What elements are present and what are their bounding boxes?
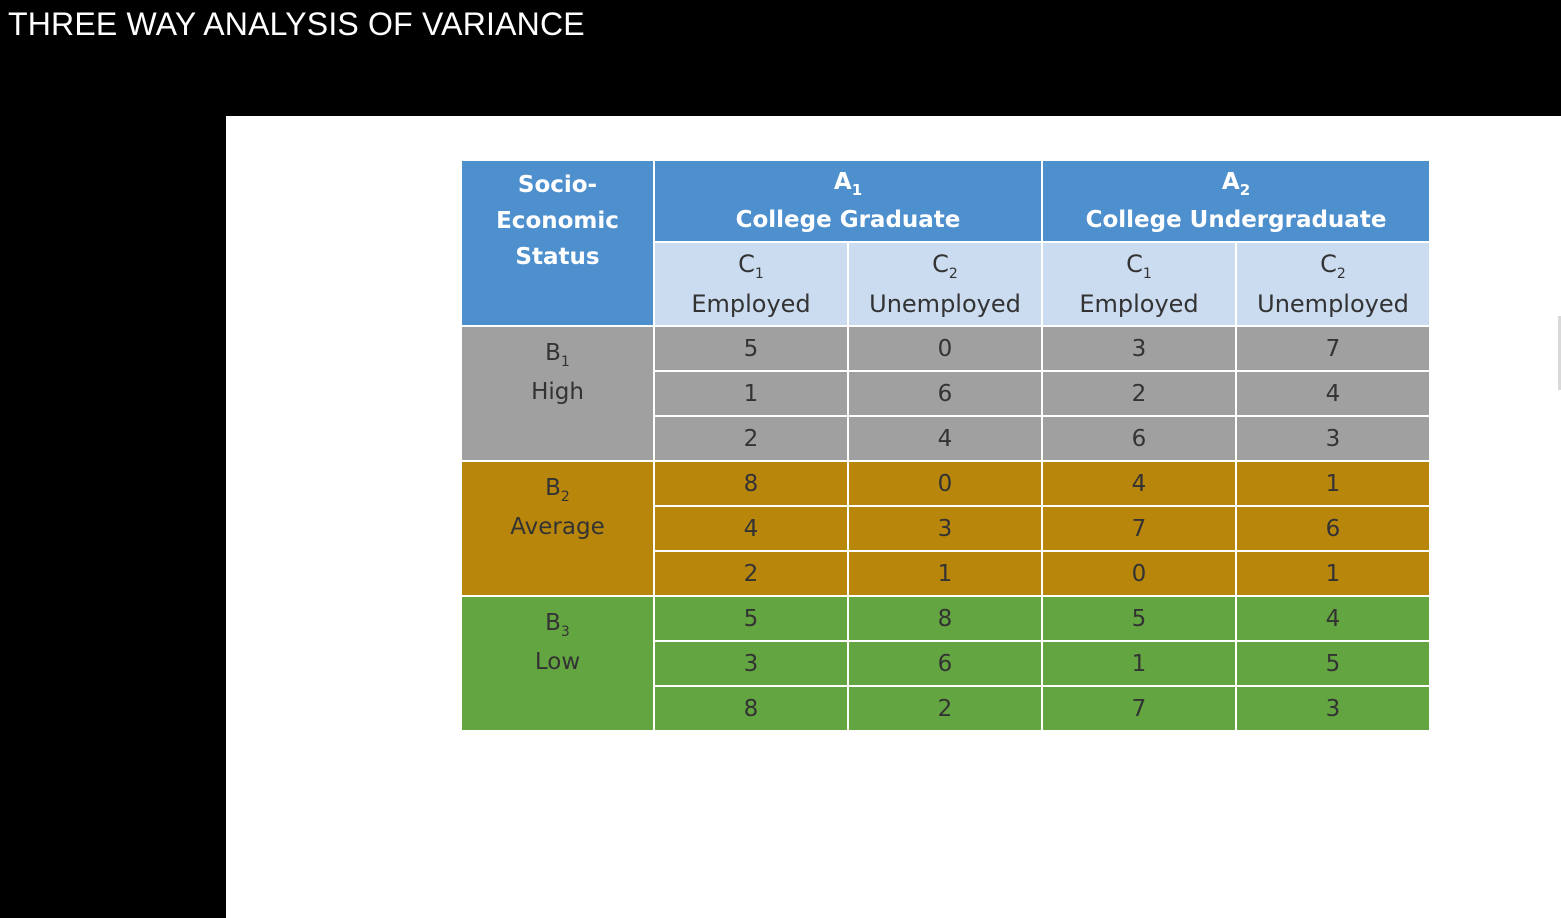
table-row: B2 Average 8 0 4 1 — [460, 460, 1431, 597]
group-b1-label: B1 High — [460, 325, 655, 462]
factor-code: C — [1126, 250, 1143, 278]
score-cell: 6 — [1235, 505, 1431, 552]
score-cell: 4 — [1041, 460, 1237, 507]
factor-subscript: 1 — [851, 181, 863, 199]
score-cell: 3 — [1041, 325, 1237, 372]
slide: Socio- Economic Status A1 College Gradua… — [226, 116, 1561, 918]
score-cell: 7 — [1235, 325, 1431, 372]
score-cell: 6 — [847, 370, 1043, 417]
socio-economic-status-header: Socio- Economic Status — [460, 159, 655, 327]
factor-label: Employed — [691, 290, 811, 318]
score-cell: 1 — [653, 370, 849, 417]
factor-c-header: C2 Unemployed — [847, 241, 1043, 327]
group-code: B — [545, 610, 561, 636]
score-cell: 0 — [847, 325, 1043, 372]
group-b3-label: B3 Low — [460, 595, 655, 732]
factor-c-header: C1 Employed — [1041, 241, 1237, 327]
factor-code: A — [833, 169, 852, 195]
factor-subscript: 1 — [1142, 266, 1152, 282]
table-row: 1 6 2 4 — [461, 370, 1431, 417]
factor-subscript: 2 — [948, 266, 958, 282]
table-row: 2 4 6 3 — [461, 415, 1431, 462]
score-cell: 8 — [653, 685, 849, 732]
score-cell: 2 — [847, 685, 1043, 732]
score-cell: 6 — [847, 640, 1043, 687]
factor-code: C — [1320, 250, 1337, 278]
factor-subscript: 2 — [1239, 181, 1251, 199]
score-cell: 5 — [1041, 595, 1237, 642]
score-cell: 7 — [1041, 505, 1237, 552]
score-cell: 1 — [1235, 460, 1431, 507]
table-row: 4 3 7 6 — [461, 505, 1431, 552]
factor-c-header: C2 Unemployed — [1235, 241, 1431, 327]
table-row: 2 1 0 1 — [461, 550, 1431, 597]
factor-code: A — [1221, 169, 1240, 195]
video-title: THREE WAY ANALYSIS OF VARIANCE — [8, 6, 585, 42]
score-cell: 7 — [1041, 685, 1237, 732]
slide-edge-marker — [1558, 316, 1561, 390]
score-cell: 5 — [653, 325, 849, 372]
group-label: Average — [510, 514, 605, 540]
score-cell: 1 — [1235, 550, 1431, 597]
group-subscript: 1 — [560, 354, 570, 370]
factor-c-header: C1 Employed — [653, 241, 849, 327]
score-cell: 2 — [1041, 370, 1237, 417]
factor-label: College Undergraduate — [1085, 207, 1387, 233]
score-cell: 3 — [847, 505, 1043, 552]
group-code: B — [545, 475, 561, 501]
group-label: Low — [534, 649, 581, 675]
score-cell: 1 — [847, 550, 1043, 597]
score-cell: 1 — [1041, 640, 1237, 687]
table-row: 8 2 7 3 — [461, 685, 1431, 732]
score-cell: 5 — [653, 595, 849, 642]
score-cell: 8 — [653, 460, 849, 507]
corner-header-line: Economic — [496, 208, 619, 234]
score-cell: 4 — [1235, 595, 1431, 642]
table-row: 3 6 1 5 — [461, 640, 1431, 687]
score-cell: 4 — [847, 415, 1043, 462]
factor-subscript: 1 — [754, 266, 764, 282]
score-cell: 2 — [653, 550, 849, 597]
factor-a1-header: A1 College Graduate — [653, 159, 1043, 243]
score-cell: 4 — [1235, 370, 1431, 417]
factor-subscript: 2 — [1336, 266, 1346, 282]
factor-label: Unemployed — [1257, 290, 1409, 318]
factor-code: C — [738, 250, 755, 278]
score-cell: 6 — [1041, 415, 1237, 462]
score-cell: 4 — [653, 505, 849, 552]
factor-code: C — [932, 250, 949, 278]
factor-a2-header: A2 College Undergraduate — [1041, 159, 1431, 243]
score-cell: 3 — [1235, 415, 1431, 462]
anova-data-table: Socio- Economic Status A1 College Gradua… — [460, 159, 1431, 732]
score-cell: 0 — [847, 460, 1043, 507]
score-cell: 2 — [653, 415, 849, 462]
group-subscript: 2 — [560, 489, 570, 505]
factor-label: College Graduate — [735, 207, 961, 233]
score-cell: 8 — [847, 595, 1043, 642]
table-row: B3 Low 5 8 5 4 — [460, 595, 1431, 732]
corner-header-line: Status — [515, 244, 600, 270]
corner-header-line: Socio- — [517, 172, 598, 198]
factor-label: Unemployed — [869, 290, 1021, 318]
group-label: High — [531, 379, 584, 405]
score-cell: 3 — [653, 640, 849, 687]
score-cell: 3 — [1235, 685, 1431, 732]
table-row: B1 High 5 0 3 7 — [460, 325, 1431, 462]
score-cell: 0 — [1041, 550, 1237, 597]
factor-label: Employed — [1079, 290, 1199, 318]
group-subscript: 3 — [560, 624, 570, 640]
group-code: B — [545, 340, 561, 366]
group-b2-label: B2 Average — [460, 460, 655, 597]
score-cell: 5 — [1235, 640, 1431, 687]
